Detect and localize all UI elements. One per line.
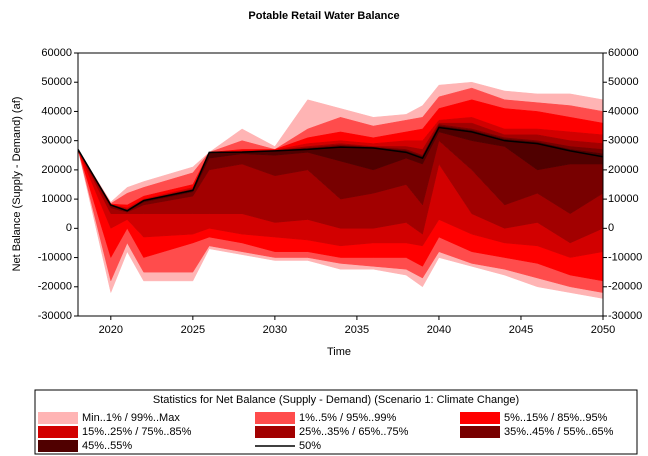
legend-label: Min..1% / 99%..Max [82,412,180,424]
x-tick-label: 2045 [509,324,533,336]
x-tick-label: 2035 [345,324,369,336]
y-tick-label: -10000 [38,251,72,263]
x-axis-label: Time [327,346,351,358]
legend-label: 45%..55% [82,440,132,452]
legend-swatch [255,426,295,438]
y2-tick-label: 60000 [608,47,639,59]
y-tick-label: 0 [66,222,72,234]
legend-title: Statistics for Net Balance (Supply - Dem… [153,394,519,406]
y-tick-label: 20000 [41,164,72,176]
y2-tick-label: -20000 [608,281,642,293]
y-tick-label: -30000 [38,310,72,322]
y2-tick-label: -10000 [608,251,642,263]
y2-tick-label: 40000 [608,105,639,117]
chart-title: Potable Retail Water Balance [248,10,399,22]
y2-tick-label: 50000 [608,76,639,88]
legend-box [34,389,638,455]
y2-tick-label: 0 [608,222,614,234]
legend-swatch [255,412,295,424]
y-tick-label: 50000 [41,76,72,88]
legend-label: 5%..15% / 85%..95% [504,412,608,424]
y-tick-label: 30000 [41,135,72,147]
legend-swatch [38,440,78,452]
y2-tick-label: 10000 [608,193,639,205]
legend-label: 50% [299,440,321,452]
y-axis-label: Net Balance (Supply - Demand) (af) [11,97,23,272]
x-tick-label: 2050 [591,324,615,336]
plot-frame [77,52,604,317]
plot-area [77,81,604,299]
y2-tick-label: 30000 [608,135,639,147]
x-tick-label: 2030 [263,324,287,336]
y-tick-label: -20000 [38,281,72,293]
y-tick-label: 60000 [41,47,72,59]
x-tick-label: 2040 [427,324,451,336]
legend-swatch [460,412,500,424]
legend-swatch [460,426,500,438]
legend-label: 1%..5% / 95%..99% [299,412,396,424]
y2-tick-label: 20000 [608,164,639,176]
y-tick-label: 40000 [41,105,72,117]
y-tick-label: 10000 [41,193,72,205]
legend-swatch [38,412,78,424]
x-tick-label: 2025 [181,324,205,336]
x-tick-label: 2020 [99,324,123,336]
legend-swatch [38,426,78,438]
y2-tick-label: -30000 [608,310,642,322]
legend-label: 15%..25% / 75%..85% [82,426,192,438]
legend-label: 35%..45% / 55%..65% [504,426,614,438]
median-line [77,126,604,212]
legend-label: 25%..35% / 65%..75% [299,426,409,438]
